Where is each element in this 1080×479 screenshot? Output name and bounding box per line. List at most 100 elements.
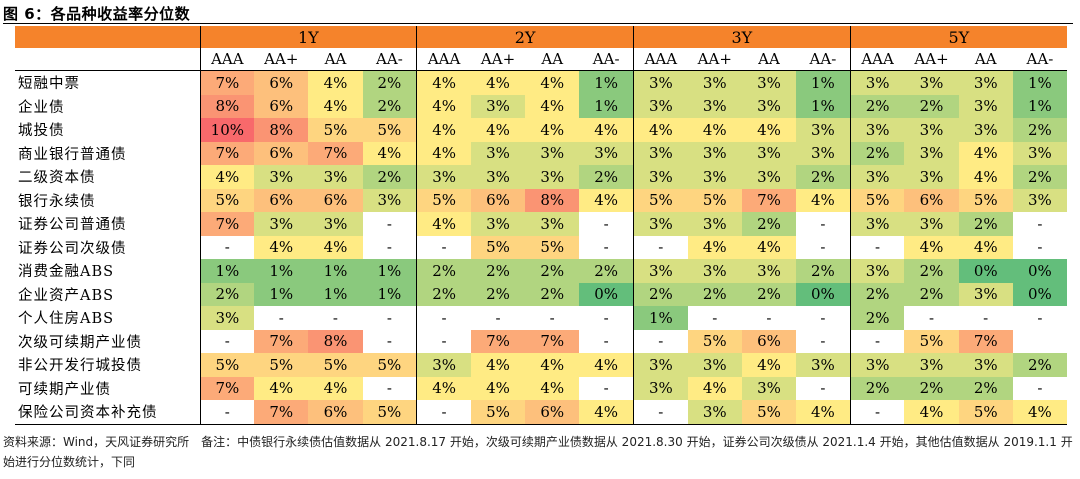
heatmap-cell: 5% (525, 235, 580, 259)
heatmap-cell: 4% (796, 400, 851, 425)
tenor-header: 2Y (416, 26, 634, 48)
heatmap-cell: 5% (199, 188, 255, 212)
heatmap-cell: 4% (904, 235, 959, 259)
heatmap-row: 银行永续债 5% 6% 6% 3% 5% 6% 8% 4% 5% 5% 7% 4% 5% 6% 5% 3% (15, 188, 1067, 212)
heatmap-cell: 3% (525, 212, 580, 236)
heatmap-cell: 7% (199, 141, 255, 165)
heatmap-row: 可续期产业债 7% 4% 4% -4% 4% 4% -3% 4% 3% -2% 2% 2% - (15, 376, 1067, 400)
heatmap-cell: 4% (525, 118, 580, 142)
header-corner (15, 48, 201, 71)
heatmap-cell: 2% (849, 94, 905, 118)
heatmap-cell: 2% (741, 282, 797, 306)
heatmap-cell: 3% (254, 212, 309, 236)
heatmap-cell: 4% (525, 70, 580, 95)
row-label: 非公开发行城投债 (15, 353, 201, 377)
heatmap-cell: 3% (741, 376, 797, 400)
heatmap-cell: 1% (199, 259, 255, 283)
heatmap-cell: - (362, 376, 417, 400)
heatmap-row: 保险公司资本补充债 -7% 6% 5% -5% 6% 4% -3% 5% 4% -4% 5% 4% (15, 400, 1067, 425)
heatmap-row: 短融中票 7% 6% 4% 2% 4% 4% 4% 1% 3% 3% 3% 1% 3% 3% 3% 1% (15, 70, 1067, 95)
tenor-header: 5Y (849, 26, 1067, 48)
heatmap-cell: 1% (796, 94, 851, 118)
heatmap-cell: 3% (687, 165, 742, 189)
heatmap-cell: 5% (470, 235, 526, 259)
heatmap-cell: 4% (741, 118, 797, 142)
figure-title-text: 图 6：各品种收益率分位数 (3, 5, 191, 23)
rating-header: AA (525, 48, 580, 71)
heatmap-cell: - (1012, 306, 1067, 330)
heatmap-cell: - (796, 212, 851, 236)
heatmap-cell: 4% (579, 353, 634, 377)
heatmap-cell: 5% (254, 353, 309, 377)
heatmap-cell: 8% (254, 118, 309, 142)
heatmap-cell: - (579, 306, 634, 330)
title-rule (3, 23, 1073, 24)
heatmap-row: 次级可续期产业债 -7% 8% - -7% 7% - -5% 6% - -5% 7% (15, 329, 1067, 353)
heatmap-cell: 2% (199, 282, 255, 306)
percentile-heatmap-table: 1Y 2Y 3Y 5Y AAA AA+ AA AA- AAA AA+ AA AA- AAA AA+ AA AA… (15, 26, 1067, 425)
row-label: 证券公司普通债 (15, 212, 201, 236)
heatmap-cell: 4% (741, 235, 797, 259)
heatmap-cell: 2% (958, 376, 1013, 400)
heatmap-cell: 3% (687, 212, 742, 236)
heatmap-cell: - (796, 235, 851, 259)
heatmap-cell: 4% (416, 212, 471, 236)
heatmap-cell: 7% (199, 212, 255, 236)
heatmap-cell: - (796, 376, 851, 400)
heatmap-cell: 2% (904, 259, 959, 283)
heatmap-cell: - (796, 329, 851, 353)
heatmap-cell: 3% (796, 141, 851, 165)
heatmap-cell: 2% (1012, 353, 1067, 377)
heatmap-cell: 3% (796, 353, 851, 377)
heatmap-cell: 4% (470, 118, 526, 142)
heatmap-cell: 3% (525, 165, 580, 189)
heatmap-cell: 5% (308, 118, 363, 142)
heatmap-cell: 3% (849, 212, 905, 236)
heatmap-cell: 5% (362, 118, 417, 142)
heatmap-cell: 3% (632, 259, 688, 283)
row-label: 次级可续期产业债 (15, 329, 201, 353)
heatmap-cell: 8% (525, 188, 580, 212)
heatmap-cell: 2% (687, 282, 742, 306)
rating-header: AA (308, 48, 363, 71)
heatmap-cell: 5% (470, 400, 526, 425)
heatmap-cell: 5% (741, 400, 797, 425)
heatmap-cell: 4% (308, 235, 363, 259)
heatmap-cell: 4% (525, 376, 580, 400)
heatmap-cell: 6% (254, 141, 309, 165)
heatmap-cell: - (362, 235, 417, 259)
heatmap-cell: 1% (362, 259, 417, 283)
heatmap-cell: 3% (632, 141, 688, 165)
heatmap-cell: 2% (579, 165, 634, 189)
heatmap-cell: 4% (1012, 400, 1067, 425)
heatmap-cell: 1% (254, 259, 309, 283)
heatmap-cell: - (199, 235, 255, 259)
heatmap-cell: 4% (470, 70, 526, 95)
heatmap-cell: 2% (741, 212, 797, 236)
heatmap-cell: 4% (525, 94, 580, 118)
heatmap-cell: - (416, 329, 471, 353)
heatmap-cell: 3% (632, 70, 688, 95)
heatmap-cell: 2% (904, 376, 959, 400)
heatmap-cell: 5% (958, 400, 1013, 425)
heatmap-cell: 2% (904, 94, 959, 118)
heatmap-cell: 3% (741, 165, 797, 189)
heatmap-row: 个人住房ABS 3% - - - - - - -1% - - -2% - - - (15, 306, 1067, 330)
heatmap-cell: 3% (416, 165, 471, 189)
heatmap-cell (1012, 329, 1067, 353)
heatmap-cell: 3% (849, 70, 905, 95)
heatmap-cell: 4% (416, 376, 471, 400)
heatmap-cell: 3% (904, 165, 959, 189)
heatmap-cell: - (525, 306, 580, 330)
heatmap-cell: 5% (362, 400, 417, 425)
heatmap-cell: 1% (1012, 94, 1067, 118)
heatmap-cell: 4% (416, 94, 471, 118)
row-label: 企业资产ABS (15, 282, 201, 306)
heatmap-cell: 5% (687, 329, 742, 353)
tenor-header: 3Y (633, 26, 851, 48)
heatmap-cell: 3% (687, 141, 742, 165)
heatmap-cell: 3% (416, 353, 471, 377)
heatmap-cell: 3% (579, 141, 634, 165)
heatmap-cell: 3% (687, 259, 742, 283)
heatmap-cell: - (687, 306, 742, 330)
